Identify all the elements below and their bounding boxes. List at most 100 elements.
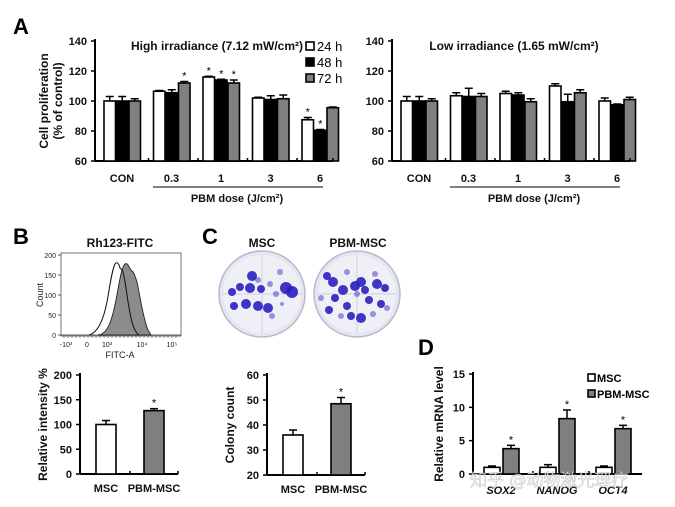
bar [177,82,191,162]
y-tick-label: 150 [54,395,72,407]
x-tick-label: 6 [317,173,323,185]
image-label-pbm-msc: PBM-MSC [329,236,387,250]
legend-label: PBM-MSC [597,389,650,401]
bar [511,94,525,162]
panel-label-b: B [13,224,29,249]
bar [264,98,278,162]
x-tick-label: PBM-MSC [315,484,368,496]
x-tick-label: PBM-MSC [128,483,181,495]
colony [323,272,331,280]
colony [230,302,238,310]
x-tick-label: 1 [515,173,521,185]
colony [255,277,261,283]
bar [474,95,488,162]
x-tick-label: CON [110,173,135,185]
y-tick-label: 200 [54,370,72,382]
colony [241,299,251,309]
colony [356,313,366,323]
y-tick-label: 10 [453,402,465,414]
bar [282,434,304,476]
panel-label-c: C [202,224,218,249]
bar [462,95,476,162]
bar [573,91,587,162]
x-tick-label: SOX2 [486,485,515,497]
y-tick-label: 150 [44,273,56,280]
x-tick-label: -10³ [60,342,73,349]
x-tick-label: NANOG [537,485,578,497]
significance-star: * [207,65,212,77]
x-tick-label: 0.3 [164,173,179,185]
image-label-msc: MSC [249,236,276,250]
y-tick-label: 140 [366,36,384,48]
colony [245,283,255,293]
y-tick-label: 80 [75,126,87,138]
colony [273,291,279,297]
y-tick-label: 50 [60,444,72,456]
bar [400,100,414,162]
histogram-msc [88,262,140,336]
colony [384,305,390,311]
bar [95,423,117,475]
bar [449,94,463,162]
y-tick-label: 0 [66,469,72,481]
x-tick-label: MSC [281,484,306,496]
significance-star: * [509,434,514,446]
x-tick-label: 0.3 [461,173,476,185]
y-tick-label: 100 [366,96,384,108]
colony [344,269,350,275]
bar [425,100,439,162]
x-tick-label: 3 [564,173,570,185]
significance-star: * [232,69,237,81]
x-tick-label: 10⁵ [167,342,178,349]
chart-b-bar: 0 50 100 150 200 MSC * PBM-MSC Relative intensit… [36,368,180,495]
colony [365,296,373,304]
colony [247,271,257,281]
legend-swatch [587,389,596,398]
bar [330,402,352,476]
watermark: 知乎 @动物激光理疗 [470,471,628,491]
y-tick-label: 60 [75,156,87,168]
bar [313,129,327,162]
colony [338,285,348,295]
significance-star: * [219,68,224,80]
colony [356,277,366,287]
panel-label-d: D [418,335,434,360]
colony [328,277,338,287]
significance-star: * [318,119,323,131]
chart-a-low-irradiance: 60 80 100 120 140 CON 0.3 1 3 6 PBM dose (J/cm²) Lo… [366,36,637,205]
legend-swatch [587,373,596,382]
panel-label-a: A [13,14,29,39]
bar [115,100,129,162]
histogram-pbm-msc [97,263,152,336]
colony [370,311,376,317]
colony [286,286,298,298]
bar [143,409,165,475]
y-tick-label: 50 [48,313,56,320]
colony [354,291,360,297]
y-tick-label: 60 [247,370,259,382]
y-tick-label: 0 [52,333,56,340]
y-tick-label: 20 [247,470,259,482]
y-tick-label: 140 [69,36,87,48]
colony [269,313,275,319]
colony [253,301,263,311]
x-tick-label: 10³ [102,342,113,349]
colony [236,283,244,291]
legend-swatch [305,73,315,83]
colony [263,303,273,313]
colony [277,269,283,275]
x-axis-title: PBM dose (J/cm²) [191,193,284,205]
bar [623,98,637,162]
y-tick-label: 120 [366,66,384,78]
significance-star: * [621,414,626,426]
y-axis-title: Relative mRNA level [432,366,446,482]
chart-c-colony-images: MSC PBM-MSC [218,236,401,338]
y-tick-label: 200 [44,253,56,260]
bar [499,92,513,162]
chart-a-high-irradiance: 60 80 100 120 140 CON * 0.3 * * * 1 3 * * 6 PBM dose (J/… [37,36,342,205]
colony [331,294,339,302]
histogram-title: Rh123-FITC [87,236,154,250]
bar [548,85,562,162]
legend-swatch [305,41,315,51]
